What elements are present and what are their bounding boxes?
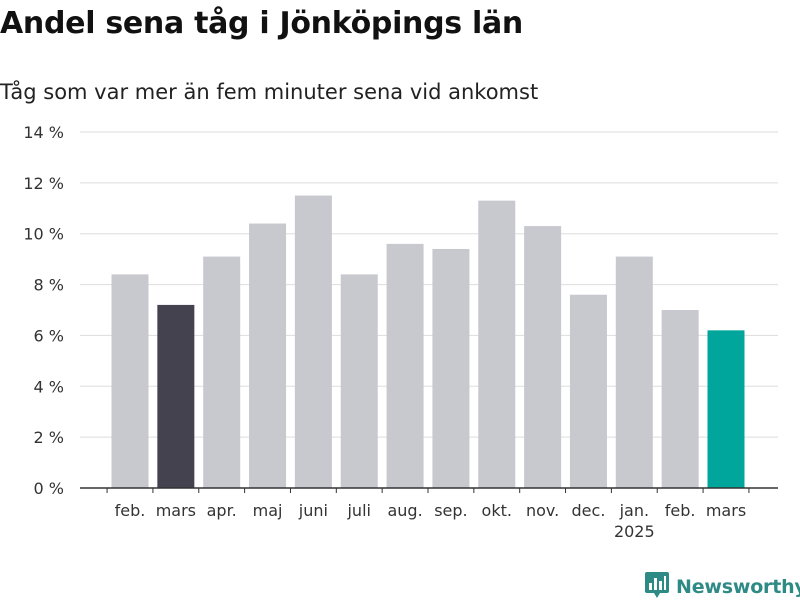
newsworthy-logo: Newsworthy <box>644 570 800 604</box>
y-tick-label: 6 % <box>34 326 64 345</box>
bar <box>249 223 287 489</box>
x-tick-label: feb. <box>665 501 696 520</box>
x-tick-label: apr. <box>207 501 237 520</box>
x-tick-label: jan. <box>619 501 649 520</box>
bar-chart: 0 % 2 % 4 % 6 % 8 % 10 % 12 % 14 % feb. mars apr.… <box>23 123 778 541</box>
x-tick-label: nov. <box>526 501 559 520</box>
x-tick-label: mars <box>706 501 746 520</box>
y-tick-label: 2 % <box>34 428 64 447</box>
x-axis <box>80 487 778 493</box>
chart-subtitle: Tåg som var mer än fem minuter sena vid … <box>0 80 539 104</box>
x-tick-label: mars <box>156 501 196 520</box>
bar <box>203 256 241 488</box>
x-tick-label: sep. <box>434 501 467 520</box>
bar <box>111 274 149 488</box>
y-tick-label: 14 % <box>23 123 64 142</box>
x-tick-label: dec. <box>572 501 606 520</box>
bar <box>524 226 562 489</box>
chart-bubble-icon <box>644 570 670 604</box>
y-tick-label: 8 % <box>34 276 64 295</box>
bar <box>340 274 378 488</box>
bar <box>661 310 699 488</box>
x-axis-ticks: feb. mars apr. maj juni juli aug. sep. okt. nov. d… <box>115 501 747 541</box>
x-tick-label: juli <box>346 501 370 520</box>
y-tick-label: 10 % <box>23 225 64 244</box>
x-tick-label: feb. <box>115 501 146 520</box>
x-tick-label: maj <box>253 501 283 520</box>
bar <box>294 195 332 489</box>
y-tick-label: 0 % <box>34 479 64 498</box>
bar <box>478 200 516 488</box>
bars <box>111 195 745 489</box>
x-tick-label: okt. <box>482 501 512 520</box>
y-tick-label: 4 % <box>34 377 64 396</box>
brand-name: Newsworthy <box>676 576 800 598</box>
bar <box>432 248 470 488</box>
bar <box>157 304 195 488</box>
x-tick-sublabel: 2025 <box>614 522 655 541</box>
x-tick-label: juni <box>298 501 328 520</box>
chart-title: Andel sena tåg i Jönköpings län <box>0 6 523 41</box>
x-tick-label: aug. <box>387 501 422 520</box>
y-axis-ticks: 0 % 2 % 4 % 6 % 8 % 10 % 12 % 14 % <box>23 123 64 498</box>
bar <box>707 330 745 488</box>
bar <box>386 243 424 488</box>
bar <box>615 256 653 488</box>
bar <box>569 294 607 488</box>
y-tick-label: 12 % <box>23 174 64 193</box>
